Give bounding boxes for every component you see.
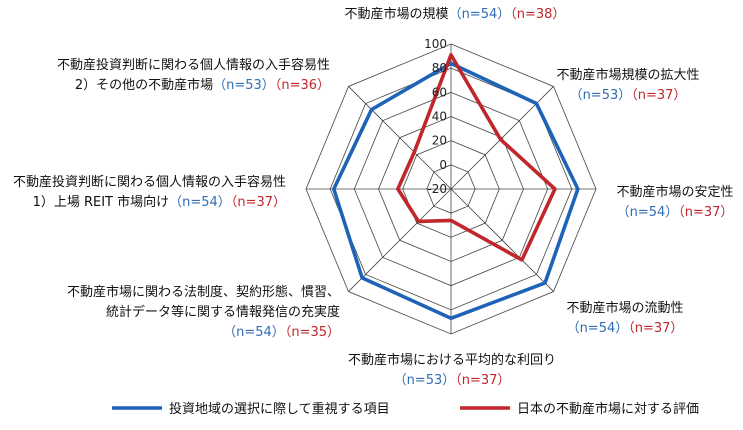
tick-label: 0 — [439, 158, 447, 172]
n-red: （n=35） — [285, 325, 340, 340]
n-blue: （n=54） — [449, 7, 511, 22]
tick-label: 40 — [432, 110, 447, 124]
axis-label-2: 不動産市場規模の拡大性 （n=53）（n=37） — [556, 67, 699, 103]
axis-label-text: 不動産市場に関わる法制度、契約形態、慣習、 — [67, 284, 340, 300]
axis-label-text: 不動産市場の安定性 — [616, 184, 733, 200]
n-blue: （n=53） — [394, 373, 456, 388]
n-blue: （n=54） — [617, 205, 679, 220]
axis-label-n: （n=54）（n=35） — [223, 325, 340, 340]
n-red: （n=37） — [455, 373, 510, 388]
axis-label-n: （n=54）（n=37） — [617, 205, 734, 220]
axis-label-text: 2）その他の不動産市場（n=53）（n=36） — [75, 77, 330, 93]
radar-grid — [305, 43, 597, 335]
legend-label-1: 投資地域の選択に際して重視する項目 — [169, 401, 390, 417]
grid-spoke — [450, 188, 554, 292]
tick-label: 80 — [432, 61, 447, 75]
n-blue: （n=54） — [567, 321, 629, 336]
axis-label-n: （n=53）（n=37） — [394, 373, 511, 388]
axis-label-8: 不動産投資判断に関わる個人情報の入手容易性 2）その他の不動産市場（n=53）（n… — [57, 57, 330, 93]
axis-label-text: 統計データ等に関する情報発信の充実度 — [106, 304, 340, 320]
n-blue: （n=53） — [213, 78, 275, 93]
axis-label-3: 不動産市場の安定性 （n=54）（n=37） — [616, 184, 733, 220]
axis-labels: 不動産市場の規模（n=54）（n=38）不動産市場規模の拡大性（n=53）（n=… — [13, 6, 734, 388]
tick-label: 20 — [432, 134, 447, 148]
n-red: （n=37） — [631, 88, 686, 103]
n-blue: （n=54） — [223, 325, 285, 340]
axis-label-text: 不動産市場における平均的な利回り — [348, 352, 556, 368]
axis-label-n: （n=54）（n=37） — [567, 321, 684, 336]
legend-label-2: 日本の不動産市場に対する評価 — [517, 401, 699, 417]
tick-label: 100 — [424, 37, 447, 51]
grid-spoke — [348, 86, 452, 190]
n-blue: （n=53） — [570, 88, 632, 103]
series-line-1 — [331, 61, 580, 321]
n-red: （n=37） — [231, 195, 286, 210]
n-red: （n=38） — [510, 7, 565, 22]
axis-label-6: 不動産市場に関わる法制度、契約形態、慣習、統計データ等に関する情報発信の充実度 （… — [67, 284, 340, 340]
axis-label-text: 不動産市場の規模（n=54）（n=38） — [345, 6, 566, 22]
axis-label-text: 不動産投資判断に関わる個人情報の入手容易性 — [13, 174, 286, 190]
axis-label-1: 不動産市場の規模（n=54）（n=38） — [345, 6, 566, 22]
axis-label-text: 不動産市場規模の拡大性 — [556, 67, 699, 83]
axis-label-7: 不動産投資判断に関わる個人情報の入手容易性 1）上場 REIT 市場向け（n=54… — [13, 174, 286, 210]
axis-label-5: 不動産市場における平均的な利回り （n=53）（n=37） — [348, 352, 556, 388]
grid-spoke — [348, 188, 452, 292]
axis-label-text: 不動産市場の流動性 — [566, 300, 683, 316]
tick-label: -20 — [427, 182, 447, 196]
n-blue: （n=54） — [169, 195, 231, 210]
tick-labels: -20 0 20 40 60 80 100 — [424, 37, 447, 196]
series-line-2 — [396, 53, 557, 262]
tick-label: 60 — [432, 85, 447, 99]
axis-label-text: 1）上場 REIT 市場向け（n=54）（n=37） — [33, 194, 286, 210]
legend: 投資地域の選択に際して重視する項目 日本の不動産市場に対する評価 — [112, 401, 699, 417]
axis-label-4: 不動産市場の流動性 （n=54）（n=37） — [566, 300, 683, 336]
n-red: （n=37） — [628, 321, 683, 336]
series-layer — [331, 53, 580, 321]
n-red: （n=37） — [678, 205, 733, 220]
n-red: （n=36） — [275, 78, 330, 93]
axis-label-text: 不動産投資判断に関わる個人情報の入手容易性 — [57, 57, 330, 73]
axis-label-n: （n=53）（n=37） — [570, 88, 687, 103]
